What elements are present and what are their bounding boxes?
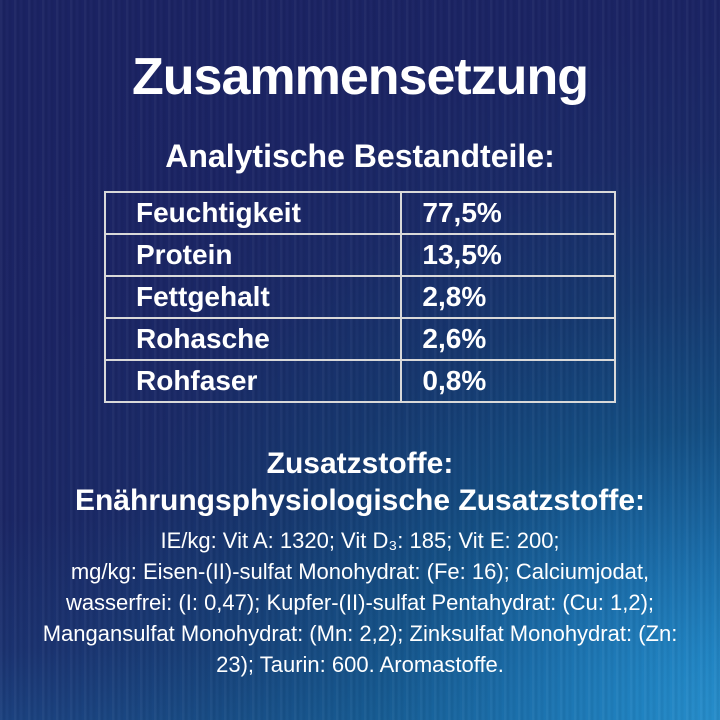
row-value: 13,5% xyxy=(400,232,616,277)
row-value: 2,6% xyxy=(400,316,616,361)
table-row: Fettgehalt 2,8% xyxy=(103,274,616,319)
additives-line: 23); Taurin: 600. Aromastoffe. xyxy=(216,651,504,677)
row-value: 0,8% xyxy=(400,358,616,403)
page-title: Zusammensetzung xyxy=(132,48,589,106)
row-label: Rohasche xyxy=(103,316,403,361)
additives-heading: Zusatzstoffe: xyxy=(266,446,454,480)
row-label: Feuchtigkeit xyxy=(103,190,403,235)
analytical-constituents-heading: Analytische Bestandteile: xyxy=(165,137,555,174)
additives-line: Mangansulfat Monohydrat: (Mn: 2,2); Zink… xyxy=(42,620,678,646)
additives-line: wasserfrei: (I: 0,47); Kupfer-(II)-sulfa… xyxy=(65,589,655,615)
row-value: 2,8% xyxy=(400,274,616,319)
row-label: Protein xyxy=(103,232,403,277)
row-value: 77,5% xyxy=(400,190,616,235)
additives-line: IE/kg: Vit A: 1320; Vit D₃: 185; Vit E: … xyxy=(160,527,560,553)
row-label: Rohfaser xyxy=(103,358,403,403)
nutritional-additives-subheading: Enährungsphysiologische Zusatzstoffe: xyxy=(74,483,646,517)
analytical-constituents-table: Feuchtigkeit 77,5% Protein 13,5% Fettgeh… xyxy=(103,190,616,403)
additives-line: mg/kg: Eisen-(II)-sulfat Monohydrat: (Fe… xyxy=(70,558,650,584)
table-row: Protein 13,5% xyxy=(103,232,616,277)
table-row: Feuchtigkeit 77,5% xyxy=(103,190,616,235)
row-label: Fettgehalt xyxy=(103,274,403,319)
table-row: Rohasche 2,6% xyxy=(103,316,616,361)
additives-text-block: IE/kg: Vit A: 1320; Vit D₃: 185; Vit E: … xyxy=(30,525,690,680)
table-row: Rohfaser 0,8% xyxy=(103,358,616,403)
